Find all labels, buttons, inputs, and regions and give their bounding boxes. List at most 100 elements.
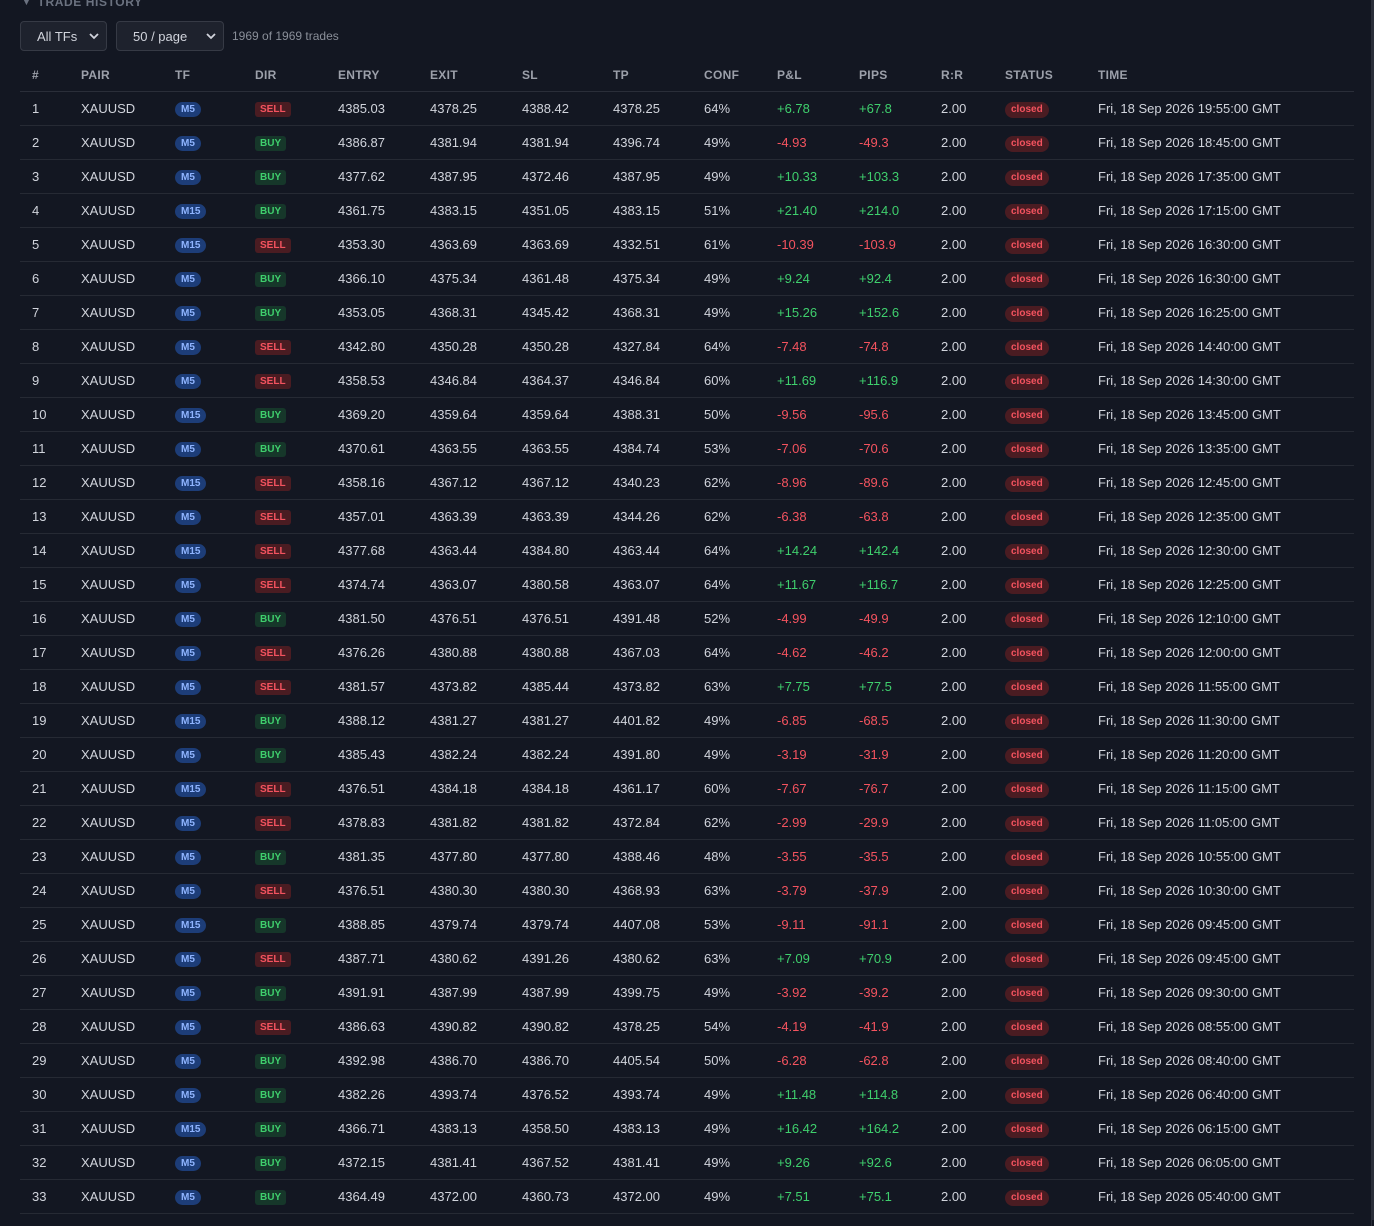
column-header[interactable]: ENTRY [338,58,430,92]
section-header[interactable]: ▼ TRADE HISTORY [22,0,143,10]
entry-price-cell: 4376.51 [338,873,430,908]
exit-price-cell: 4381.27 [430,703,522,738]
column-header[interactable]: R:R [941,58,1005,92]
status-badge: closed [1005,407,1049,424]
column-header[interactable]: TP [613,58,704,92]
status-badge: closed [1005,1053,1049,1070]
status-badge: closed [1005,1155,1049,1172]
status-badge-cell: closed [1005,329,1098,364]
direction-badge: BUY [255,1190,287,1205]
status-badge-cell: closed [1005,567,1098,602]
exit-price-cell: 4363.44 [430,533,522,568]
direction-badge-cell: BUY [255,1145,338,1180]
column-header[interactable]: P&L [777,58,859,92]
table-row[interactable]: 3 XAUUSD M5 BUY 4377.62 4387.95 4372.46 4387.95… [20,159,1354,194]
table-row[interactable]: 7 XAUUSD M5 BUY 4353.05 4368.31 4345.42 4368.31… [20,295,1354,330]
column-header[interactable]: DIR [255,58,338,92]
table-row[interactable]: 18 XAUUSD M5 SELL 4381.57 4373.82 4385.44 4373.… [20,669,1354,704]
entry-price-cell: 4342.80 [338,329,430,364]
table-row[interactable]: 32 XAUUSD M5 BUY 4372.15 4381.41 4367.52 4381.4… [20,1145,1354,1180]
table-row[interactable]: 4 XAUUSD M15 BUY 4361.75 4383.15 4351.05 4383.1… [20,193,1354,228]
entry-price-cell: 4381.57 [338,669,430,704]
column-header[interactable]: # [20,58,81,92]
pips-cell: -76.7 [859,771,941,806]
pips-cell: +142.4 [859,533,941,568]
table-row[interactable]: 21 XAUUSD M15 SELL 4376.51 4384.18 4384.18 4361… [20,771,1354,806]
page-size-select[interactable]: 50 / page [116,21,224,51]
row-number-cell: 14 [20,533,81,568]
stop-loss-cell: 4387.99 [522,975,613,1010]
column-header[interactable]: EXIT [430,58,522,92]
confidence-cell: 49% [704,1179,777,1214]
risk-reward-cell: 2.00 [941,975,1005,1010]
table-row[interactable]: 14 XAUUSD M15 SELL 4377.68 4363.44 4384.80 4363… [20,533,1354,568]
table-row[interactable]: 29 XAUUSD M5 BUY 4392.98 4386.70 4386.70 4405.5… [20,1043,1354,1078]
table-row[interactable]: 5 XAUUSD M15 SELL 4353.30 4363.69 4363.69 4332.… [20,227,1354,262]
confidence-cell: 54% [704,1009,777,1044]
table-row[interactable]: 33 XAUUSD M5 BUY 4364.49 4372.00 4360.73 4372.0… [20,1179,1354,1214]
table-row[interactable]: 9 XAUUSD M5 SELL 4358.53 4346.84 4364.37 4346.8… [20,363,1354,398]
table-row[interactable]: 31 XAUUSD M15 BUY 4366.71 4383.13 4358.50 4383.… [20,1111,1354,1146]
table-row[interactable]: 22 XAUUSD M5 SELL 4378.83 4381.82 4381.82 4372.… [20,805,1354,840]
column-header[interactable]: PIPS [859,58,941,92]
table-row[interactable]: 6 XAUUSD M5 BUY 4366.10 4375.34 4361.48 4375.34… [20,261,1354,296]
direction-badge: SELL [255,510,291,525]
table-row[interactable]: 8 XAUUSD M5 SELL 4342.80 4350.28 4350.28 4327.8… [20,329,1354,364]
entry-price-cell: 4377.68 [338,533,430,568]
table-row[interactable]: 10 XAUUSD M15 BUY 4369.20 4359.64 4359.64 4388.… [20,397,1354,432]
direction-badge: BUY [255,170,287,185]
table-row[interactable]: 30 XAUUSD M5 BUY 4382.26 4393.74 4376.52 4393.7… [20,1077,1354,1112]
column-header[interactable]: PAIR [81,58,175,92]
column-header[interactable]: STATUS [1005,58,1098,92]
status-badge-cell: closed [1005,91,1098,126]
table-row[interactable]: 23 XAUUSD M5 BUY 4381.35 4377.80 4377.80 4388.4… [20,839,1354,874]
row-number-cell: 26 [20,941,81,976]
confidence-cell: 61% [704,227,777,262]
table-row[interactable]: 17 XAUUSD M5 SELL 4376.26 4380.88 4380.88 4367.… [20,635,1354,670]
table-row[interactable]: 12 XAUUSD M15 SELL 4358.16 4367.12 4367.12 4340… [20,465,1354,500]
row-number-cell: 27 [20,975,81,1010]
stop-loss-cell: 4384.80 [522,533,613,568]
column-header[interactable]: TF [175,58,255,92]
table-row[interactable]: 25 XAUUSD M15 BUY 4388.85 4379.74 4379.74 4407.… [20,907,1354,942]
scrollbar[interactable] [1372,0,1374,1220]
time-cell: Fri, 18 Sep 2026 08:40:00 GMT [1098,1043,1354,1078]
table-row[interactable]: 24 XAUUSD M5 SELL 4376.51 4380.30 4380.30 4368.… [20,873,1354,908]
pair-cell: XAUUSD [81,873,175,908]
table-row[interactable]: 20 XAUUSD M5 BUY 4385.43 4382.24 4382.24 4391.8… [20,737,1354,772]
status-badge: closed [1005,1121,1049,1138]
table-row[interactable]: 2 XAUUSD M5 BUY 4386.87 4381.94 4381.94 4396.74… [20,125,1354,160]
column-header[interactable]: CONF [704,58,777,92]
table-row[interactable]: 26 XAUUSD M5 SELL 4387.71 4380.62 4391.26 4380.… [20,941,1354,976]
status-badge: closed [1005,237,1049,254]
table-body: 1 XAUUSD M5 SELL 4385.03 4378.25 4388.42 4378.2… [20,91,1354,1214]
timeframe-badge-cell: M5 [175,125,255,160]
risk-reward-cell: 2.00 [941,261,1005,296]
column-header[interactable]: TIME [1098,58,1354,92]
timeframe-filter-select[interactable]: All TFs [20,21,107,51]
table-row[interactable]: 16 XAUUSD M5 BUY 4381.50 4376.51 4376.51 4391.4… [20,601,1354,636]
status-badge-cell: closed [1005,1179,1098,1214]
take-profit-cell: 4372.00 [613,1179,704,1214]
entry-price-cell: 4386.87 [338,125,430,160]
caret-down-icon[interactable]: ▼ [22,0,32,7]
table-row[interactable]: 28 XAUUSD M5 SELL 4386.63 4390.82 4390.82 4378.… [20,1009,1354,1044]
timeframe-badge-cell: M5 [175,1043,255,1078]
direction-badge-cell: SELL [255,941,338,976]
exit-price-cell: 4368.31 [430,295,522,330]
pnl-cell: -10.39 [777,227,859,262]
column-header[interactable]: SL [522,58,613,92]
table-row[interactable]: 13 XAUUSD M5 SELL 4357.01 4363.39 4363.39 4344.… [20,499,1354,534]
row-number-cell: 9 [20,363,81,398]
direction-badge-cell: BUY [255,159,338,194]
pnl-cell: -3.55 [777,839,859,874]
table-row[interactable]: 27 XAUUSD M5 BUY 4391.91 4387.99 4387.99 4399.7… [20,975,1354,1010]
entry-price-cell: 4353.05 [338,295,430,330]
table-row[interactable]: 1 XAUUSD M5 SELL 4385.03 4378.25 4388.42 4378.2… [20,91,1354,126]
take-profit-cell: 4393.74 [613,1077,704,1112]
status-badge: closed [1005,645,1049,662]
table-row[interactable]: 11 XAUUSD M5 BUY 4370.61 4363.55 4363.55 4384.7… [20,431,1354,466]
table-row[interactable]: 19 XAUUSD M15 BUY 4388.12 4381.27 4381.27 4401.… [20,703,1354,738]
table-row[interactable]: 15 XAUUSD M5 SELL 4374.74 4363.07 4380.58 4363.… [20,567,1354,602]
stop-loss-cell: 4391.26 [522,941,613,976]
